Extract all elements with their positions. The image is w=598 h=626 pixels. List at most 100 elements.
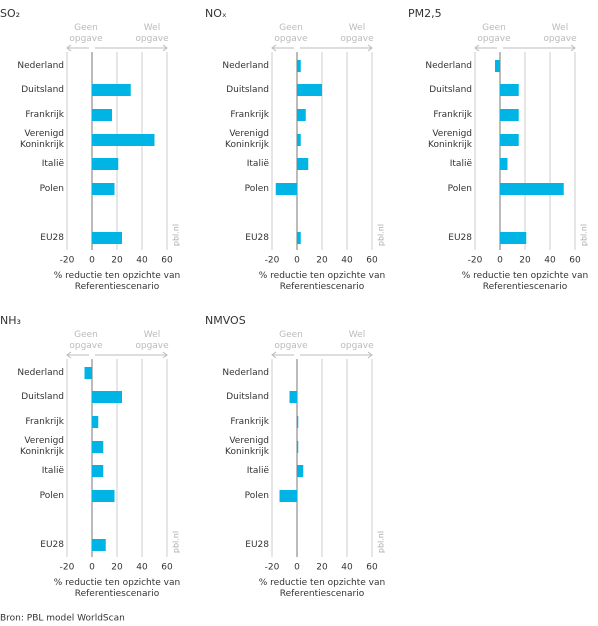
bar <box>297 134 301 146</box>
x-axis-label-box: % reductie ten opzichte van Referentiesc… <box>54 578 180 599</box>
bar <box>92 391 122 403</box>
annotation: Geen opgave <box>69 330 103 351</box>
category-label: Duitsland <box>429 84 472 95</box>
category-label: EU28 <box>245 232 269 243</box>
x-axis-label: % reductie ten opzichte van Referentiesc… <box>258 271 386 292</box>
annotation: Geen opgave <box>274 23 308 44</box>
arrow <box>503 44 576 52</box>
category-label: Frankrijk <box>25 416 64 427</box>
annotation-box: Geen opgave <box>477 23 511 44</box>
category-label-box: Duitsland <box>21 392 64 402</box>
x-axis-label: % reductie ten opzichte van Referentiesc… <box>258 578 386 599</box>
category-label-box: Duitsland <box>21 84 64 95</box>
bar <box>495 60 500 72</box>
category-label: Nederland <box>222 60 269 71</box>
x-tick-label: 40 <box>136 563 148 573</box>
category-label-box: EU28 <box>448 232 472 243</box>
category-label-box: Frankrijk <box>25 416 64 427</box>
watermark: pbl.nl <box>172 531 181 553</box>
bar <box>500 134 519 146</box>
category-label-box: Frankrijk <box>230 110 269 120</box>
category-label: Nederland <box>17 367 64 378</box>
x-tick-label: 40 <box>341 256 353 266</box>
category-label: Polen <box>39 183 64 194</box>
x-tick-label: 0 <box>294 256 300 266</box>
bar <box>92 183 115 195</box>
category-label: Duitsland <box>21 84 64 95</box>
bar <box>289 391 297 403</box>
watermark: pbl.nl <box>377 531 386 553</box>
bar <box>297 232 301 244</box>
panel: NMVOS Geen opgave Wel opgave -20 0 20 40 60 Nede… <box>205 314 386 599</box>
arrow <box>95 351 168 359</box>
x-tick-label: -20 <box>468 256 483 266</box>
x-tick-label: 20 <box>111 256 123 266</box>
annotation-box: Geen opgave <box>69 330 103 351</box>
category-label: Verenigd Koninkrijk <box>225 129 269 150</box>
annotation-box: Wel opgave <box>135 330 168 351</box>
annotation: Geen opgave <box>477 23 511 44</box>
category-label-box: Italië <box>42 466 64 476</box>
category-label: Nederland <box>425 60 472 71</box>
panel-title: NOₓ <box>205 7 227 20</box>
category-label-box: Duitsland <box>226 85 269 95</box>
panel-title: NMVOS <box>205 314 246 327</box>
category-label: EU28 <box>448 232 472 243</box>
category-label-box: Duitsland <box>429 84 472 95</box>
category-label: Verenigd Koninkrijk <box>20 436 64 457</box>
category-label: Polen <box>447 183 472 194</box>
bar <box>279 490 297 502</box>
bar <box>92 465 104 477</box>
category-label-box: Nederland <box>222 60 269 71</box>
bar <box>500 232 527 244</box>
x-tick-label: 60 <box>366 563 378 573</box>
x-tick-label: 40 <box>341 563 353 573</box>
panel-title: SO₂ <box>0 7 20 20</box>
category-label: Italië <box>41 158 64 169</box>
category-label: Italië <box>246 465 269 476</box>
panel: PM2,5 Geen opgave Wel opgave -20 0 20 40 60 Nede… <box>408 7 589 292</box>
annotation-box: Geen opgave <box>274 330 307 351</box>
annotation: Wel opgave <box>340 23 374 44</box>
annotation-box: Geen opgave <box>69 23 102 44</box>
bar <box>500 84 519 96</box>
category-label-box: Italië <box>41 158 64 169</box>
bar <box>92 109 112 121</box>
category-label-box: Italië <box>246 158 269 169</box>
annotation-box: Wel opgave <box>543 23 577 44</box>
category-label-box: Italië <box>246 465 269 476</box>
category-label: Polen <box>244 490 269 501</box>
x-tick-label: -20 <box>265 563 280 573</box>
category-label: Nederland <box>222 367 269 378</box>
bar <box>92 158 119 170</box>
watermark: pbl.nl <box>580 224 589 246</box>
annotation-box: Wel opgave <box>340 23 374 44</box>
category-label: Frankrijk <box>25 109 64 120</box>
category-label-box: EU28 <box>245 540 269 550</box>
category-label-box: Polen <box>39 490 64 501</box>
source: Bron: PBL model WorldScan <box>0 614 125 624</box>
panel-title: PM2,5 <box>408 7 442 20</box>
bar <box>92 441 104 453</box>
bar <box>92 232 122 244</box>
category-label: Polen <box>39 490 64 501</box>
category-label: Duitsland <box>226 391 269 402</box>
category-label: EU28 <box>40 539 64 550</box>
bar <box>297 109 306 121</box>
category-label-box: Nederland <box>17 367 64 378</box>
category-label: Italië <box>246 158 269 169</box>
category-label: Nederland <box>17 60 64 71</box>
annotation: Wel opgave <box>543 23 577 44</box>
x-tick-label: 0 <box>89 256 95 266</box>
bar <box>500 158 508 170</box>
category-label-box: Frankrijk <box>433 110 472 120</box>
category-label-box: Verenigd Koninkrijk <box>20 129 64 150</box>
watermark: pbl.nl <box>377 224 386 246</box>
x-axis-label: % reductie ten opzichte van Referentiesc… <box>461 271 589 292</box>
arrow <box>300 44 373 52</box>
annotation-box: Wel opgave <box>340 330 373 351</box>
category-label-box: Verenigd Koninkrijk <box>225 129 269 150</box>
panel: NH₃ Geen opgave Wel opgave -20 0 20 40 60 Nederl… <box>0 314 181 599</box>
arrow <box>66 351 89 359</box>
